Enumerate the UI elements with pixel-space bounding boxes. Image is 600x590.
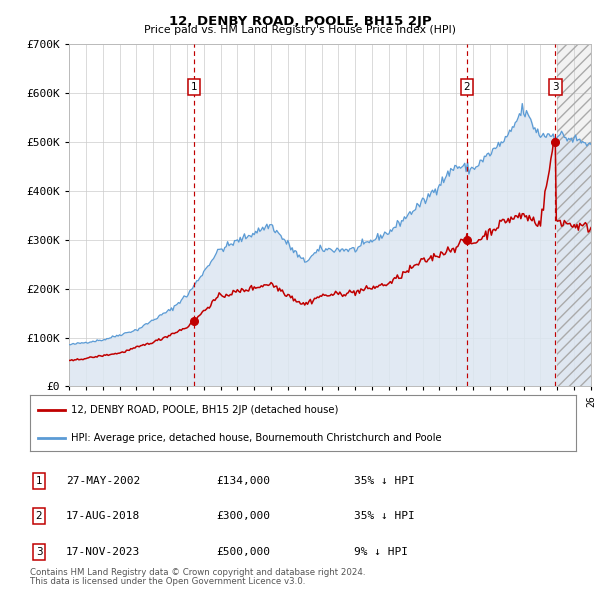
Text: 2: 2	[464, 82, 470, 92]
Text: £300,000: £300,000	[216, 512, 270, 521]
Text: Contains HM Land Registry data © Crown copyright and database right 2024.: Contains HM Land Registry data © Crown c…	[30, 568, 365, 577]
Text: 35% ↓ HPI: 35% ↓ HPI	[354, 476, 415, 486]
Text: 3: 3	[35, 547, 43, 556]
Text: £500,000: £500,000	[216, 547, 270, 556]
Text: 35% ↓ HPI: 35% ↓ HPI	[354, 512, 415, 521]
Text: 1: 1	[35, 476, 43, 486]
Text: This data is licensed under the Open Government Licence v3.0.: This data is licensed under the Open Gov…	[30, 577, 305, 586]
Text: 3: 3	[552, 82, 559, 92]
Bar	[557, 44, 591, 386]
Text: 2: 2	[35, 512, 43, 521]
Text: 27-MAY-2002: 27-MAY-2002	[66, 476, 140, 486]
Text: 17-NOV-2023: 17-NOV-2023	[66, 547, 140, 556]
Text: 17-AUG-2018: 17-AUG-2018	[66, 512, 140, 521]
Text: Price paid vs. HM Land Registry's House Price Index (HPI): Price paid vs. HM Land Registry's House …	[144, 25, 456, 35]
Text: HPI: Average price, detached house, Bournemouth Christchurch and Poole: HPI: Average price, detached house, Bour…	[71, 433, 442, 443]
Text: £134,000: £134,000	[216, 476, 270, 486]
Text: 12, DENBY ROAD, POOLE, BH15 2JP (detached house): 12, DENBY ROAD, POOLE, BH15 2JP (detache…	[71, 405, 338, 415]
Text: 1: 1	[190, 82, 197, 92]
Text: 12, DENBY ROAD, POOLE, BH15 2JP: 12, DENBY ROAD, POOLE, BH15 2JP	[169, 15, 431, 28]
Bar	[557, 44, 591, 386]
Text: 9% ↓ HPI: 9% ↓ HPI	[354, 547, 408, 556]
